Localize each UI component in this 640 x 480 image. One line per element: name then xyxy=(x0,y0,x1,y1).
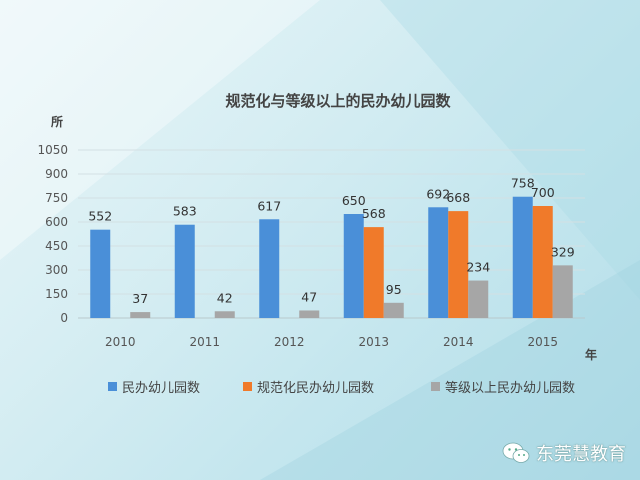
bar xyxy=(299,310,320,318)
data-label: 552 xyxy=(88,209,112,224)
y-tick-label: 750 xyxy=(45,191,68,205)
y-tick-label: 300 xyxy=(45,263,68,277)
y-tick-label: 1050 xyxy=(37,143,68,157)
bar xyxy=(552,265,573,318)
y-tick-label: 0 xyxy=(60,311,68,325)
bar xyxy=(174,224,195,318)
data-label: 42 xyxy=(217,290,233,305)
bar xyxy=(130,312,151,318)
watermark-text: 东莞慧教育 xyxy=(536,444,626,465)
x-tick-label: 2010 xyxy=(105,335,136,349)
bar xyxy=(512,196,533,318)
data-label: 668 xyxy=(446,190,470,205)
data-label: 758 xyxy=(511,176,535,191)
y-tick-label: 150 xyxy=(45,287,68,301)
data-label: 700 xyxy=(531,185,555,200)
watermark: 东莞慧教育 xyxy=(502,440,626,466)
x-tick-label: 2012 xyxy=(274,335,305,349)
bar xyxy=(428,207,449,318)
data-label: 329 xyxy=(551,244,575,259)
bar xyxy=(90,229,111,318)
y-tick-label: 450 xyxy=(45,239,68,253)
wechat-icon xyxy=(502,442,530,463)
data-label: 568 xyxy=(362,206,386,221)
x-tick-label: 2014 xyxy=(443,335,474,349)
data-label: 37 xyxy=(132,291,148,306)
bar xyxy=(383,302,404,318)
data-label: 583 xyxy=(173,204,197,219)
legend-swatch xyxy=(243,382,252,391)
bar xyxy=(363,227,384,318)
bar xyxy=(532,206,553,318)
bar xyxy=(448,211,469,318)
data-label: 234 xyxy=(466,260,490,275)
background-facet xyxy=(0,0,320,260)
legend-label: 规范化民办幼儿园数 xyxy=(257,381,374,396)
legend-label: 等级以上民办幼儿园数 xyxy=(445,380,575,396)
data-label: 692 xyxy=(426,186,450,201)
bar xyxy=(259,219,280,318)
legend-label: 民办幼儿园数 xyxy=(122,381,200,396)
bar xyxy=(343,214,364,318)
bar xyxy=(214,311,235,318)
chart-title: 规范化与等级以上的民办幼儿园数 xyxy=(225,92,451,110)
legend-swatch xyxy=(108,382,117,391)
x-tick-label: 2013 xyxy=(358,335,389,349)
x-tick-label: 2015 xyxy=(527,335,558,349)
data-label: 47 xyxy=(301,289,317,304)
y-tick-label: 900 xyxy=(45,167,68,181)
legend-swatch xyxy=(431,382,440,391)
bar xyxy=(468,280,489,318)
x-unit-label: 年 xyxy=(585,347,597,362)
y-unit-label: 所 xyxy=(51,114,63,129)
y-tick-label: 600 xyxy=(45,215,68,229)
x-tick-label: 2011 xyxy=(189,335,220,349)
data-label: 650 xyxy=(342,193,366,208)
data-label: 617 xyxy=(257,198,281,213)
data-label: 95 xyxy=(386,282,402,297)
